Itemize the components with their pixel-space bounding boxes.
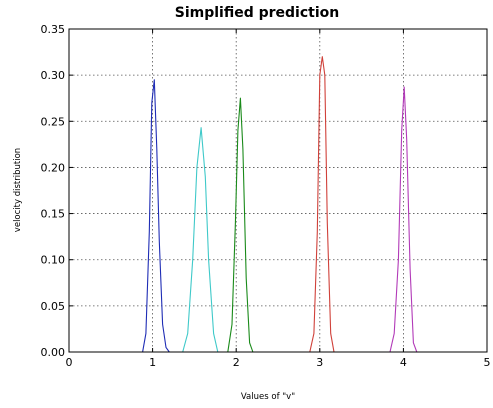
series-line-2 (182, 127, 219, 353)
y-tick-label: 0.05 (41, 300, 66, 313)
y-axis-label: velocity distribution (13, 148, 23, 232)
y-tick-label: 0.30 (41, 69, 66, 82)
x-tick-labels: 0 1 2 3 4 5 (66, 356, 491, 369)
x-tick-label: 5 (484, 356, 491, 369)
series-line-4 (309, 56, 335, 353)
x-tick-label: 1 (149, 356, 156, 369)
grid-lines (69, 29, 487, 352)
x-axis-label: Values of "v" (241, 392, 295, 402)
x-tick-label: 2 (233, 356, 240, 369)
y-tick-label: 0.25 (41, 115, 66, 128)
chart-title: Simplified prediction (175, 5, 339, 21)
series-line-1 (142, 79, 170, 353)
y-tick-label: 0.15 (41, 208, 66, 221)
y-tick-label: 0.00 (41, 346, 66, 359)
plot-frame (68, 28, 488, 353)
y-tick-labels: 0.00 0.05 0.10 0.15 0.20 0.25 0.30 0.35 (41, 23, 66, 359)
tick-marks (68, 28, 488, 353)
series-line-5 (389, 86, 418, 353)
y-tick-label: 0.20 (41, 161, 66, 174)
x-tick-label: 3 (316, 356, 323, 369)
x-tick-label: 4 (400, 356, 407, 369)
y-tick-label: 0.10 (41, 254, 66, 267)
x-tick-label: 0 (66, 356, 73, 369)
y-tick-label: 0.35 (41, 23, 66, 36)
series-line-3 (227, 97, 254, 353)
series-layer (142, 56, 418, 353)
